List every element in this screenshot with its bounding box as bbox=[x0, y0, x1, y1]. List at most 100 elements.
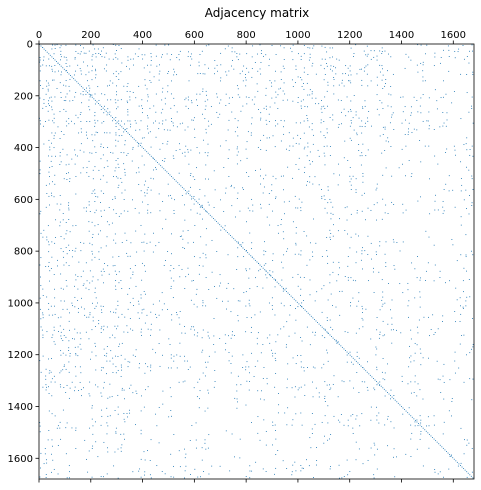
matrix-dot bbox=[306, 459, 307, 460]
matrix-dot bbox=[150, 131, 151, 132]
matrix-dot bbox=[202, 460, 203, 461]
matrix-dot bbox=[423, 94, 424, 95]
matrix-dot bbox=[229, 234, 230, 235]
matrix-dot bbox=[360, 155, 361, 156]
matrix-dot bbox=[121, 48, 122, 49]
matrix-dot bbox=[128, 133, 129, 134]
matrix-dot bbox=[356, 178, 357, 179]
matrix-dot bbox=[215, 381, 216, 382]
matrix-dot bbox=[123, 86, 124, 87]
matrix-dot bbox=[235, 118, 236, 119]
matrix-dot bbox=[59, 225, 60, 226]
matrix-dot bbox=[196, 440, 197, 441]
matrix-dot bbox=[258, 263, 259, 264]
matrix-dot bbox=[420, 439, 421, 440]
matrix-dot bbox=[40, 85, 41, 86]
matrix-dot bbox=[342, 347, 343, 348]
matrix-dot bbox=[63, 329, 64, 330]
matrix-dot bbox=[451, 415, 452, 416]
matrix-dot bbox=[128, 60, 129, 61]
matrix-dot bbox=[294, 299, 295, 300]
matrix-dot bbox=[410, 381, 411, 382]
matrix-dot bbox=[287, 387, 288, 388]
matrix-dot bbox=[422, 70, 423, 71]
matrix-dot bbox=[396, 456, 397, 457]
matrix-dot bbox=[185, 130, 186, 131]
matrix-dot bbox=[214, 68, 215, 69]
matrix-dot bbox=[116, 91, 117, 92]
matrix-dot bbox=[211, 216, 212, 217]
matrix-dot bbox=[300, 210, 301, 211]
matrix-dot bbox=[246, 103, 247, 104]
matrix-dot bbox=[260, 399, 261, 400]
matrix-dot bbox=[80, 366, 81, 367]
matrix-dot bbox=[468, 112, 469, 113]
matrix-dot bbox=[304, 167, 305, 168]
matrix-dot bbox=[46, 193, 47, 194]
matrix-dot bbox=[231, 112, 232, 113]
matrix-dot bbox=[376, 420, 377, 421]
matrix-dot bbox=[118, 121, 119, 122]
matrix-dot bbox=[463, 307, 464, 308]
matrix-dot bbox=[191, 59, 192, 60]
matrix-dot bbox=[151, 439, 152, 440]
matrix-dot bbox=[68, 208, 69, 209]
matrix-dot bbox=[451, 455, 452, 456]
matrix-dot bbox=[57, 260, 58, 261]
matrix-dot bbox=[72, 225, 73, 226]
matrix-dot bbox=[252, 45, 253, 46]
matrix-dot bbox=[276, 97, 277, 98]
matrix-dot bbox=[75, 366, 76, 367]
matrix-dot bbox=[197, 73, 198, 74]
matrix-dot bbox=[362, 308, 363, 309]
matrix-dot bbox=[119, 45, 120, 46]
matrix-dot bbox=[246, 53, 247, 54]
matrix-dot bbox=[448, 71, 449, 72]
matrix-dot bbox=[333, 338, 334, 339]
matrix-dot bbox=[393, 239, 394, 240]
matrix-dot bbox=[151, 82, 152, 83]
matrix-dot bbox=[159, 330, 160, 331]
matrix-dot bbox=[193, 198, 194, 199]
matrix-dot bbox=[298, 286, 299, 287]
matrix-dot bbox=[49, 147, 50, 148]
matrix-dot bbox=[269, 335, 270, 336]
matrix-dot bbox=[75, 80, 76, 81]
matrix-dot bbox=[246, 291, 247, 292]
matrix-dot bbox=[196, 422, 197, 423]
matrix-dot bbox=[263, 419, 264, 420]
matrix-dot bbox=[171, 253, 172, 254]
matrix-dot bbox=[116, 274, 117, 275]
matrix-dot bbox=[98, 53, 99, 54]
matrix-dot bbox=[75, 194, 76, 195]
matrix-dot bbox=[89, 205, 90, 206]
matrix-dot bbox=[133, 305, 134, 306]
matrix-dot bbox=[121, 365, 122, 366]
matrix-dot bbox=[151, 147, 152, 148]
matrix-dot bbox=[86, 121, 87, 122]
matrix-dot bbox=[249, 254, 250, 255]
matrix-dot bbox=[280, 88, 281, 89]
matrix-dot bbox=[295, 243, 296, 244]
matrix-dot bbox=[423, 399, 424, 400]
matrix-dot bbox=[420, 349, 421, 350]
matrix-dot bbox=[263, 268, 264, 269]
matrix-dot bbox=[275, 92, 276, 93]
matrix-dot bbox=[362, 367, 363, 368]
matrix-dot bbox=[61, 338, 62, 339]
matrix-dot bbox=[399, 167, 400, 168]
matrix-dot bbox=[50, 55, 51, 56]
matrix-dot bbox=[292, 465, 293, 466]
matrix-dot bbox=[249, 305, 250, 306]
matrix-dot bbox=[92, 97, 93, 98]
matrix-dot bbox=[379, 334, 380, 335]
matrix-dot bbox=[464, 59, 465, 60]
matrix-dot bbox=[255, 277, 256, 278]
matrix-dot bbox=[148, 153, 149, 154]
matrix-dot bbox=[292, 59, 293, 60]
matrix-dot bbox=[79, 84, 80, 85]
matrix-dot bbox=[150, 474, 151, 475]
matrix-dot bbox=[196, 99, 197, 100]
matrix-dot bbox=[112, 199, 113, 200]
matrix-dot bbox=[344, 349, 345, 350]
